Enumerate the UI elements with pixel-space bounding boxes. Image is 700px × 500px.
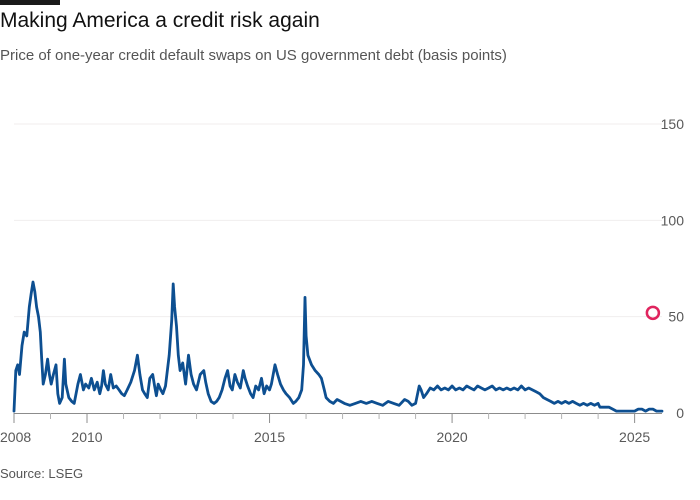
- chart-subtitle: Price of one-year credit default swaps o…: [0, 47, 507, 64]
- top-rule: [0, 0, 60, 5]
- series-line: [12, 280, 664, 413]
- series-layer: [12, 280, 664, 413]
- x-tick-labels: 2008 2010 2015 2020 2025: [0, 429, 650, 445]
- chart-title: Making America a credit risk again: [0, 9, 320, 32]
- y-tick-label: 0: [676, 405, 684, 421]
- x-axis: [13, 413, 662, 423]
- annotation-layer: [645, 305, 661, 321]
- y-tick-label: 150: [661, 116, 685, 132]
- y-tick-label: 50: [668, 309, 684, 325]
- x-tick-label: 2010: [71, 429, 102, 445]
- x-tick-label: 2025: [619, 429, 650, 445]
- y-axis: 0 50 100 150: [661, 116, 685, 421]
- x-tick-label: 2020: [437, 429, 468, 445]
- y-tick-label: 100: [661, 212, 685, 228]
- x-tick-label: 2008: [0, 429, 31, 445]
- latest-value-marker: [645, 305, 661, 321]
- grid-lines: [14, 123, 662, 318]
- x-tick-label: 2015: [254, 429, 285, 445]
- source-note: Source: LSEG: [0, 466, 84, 481]
